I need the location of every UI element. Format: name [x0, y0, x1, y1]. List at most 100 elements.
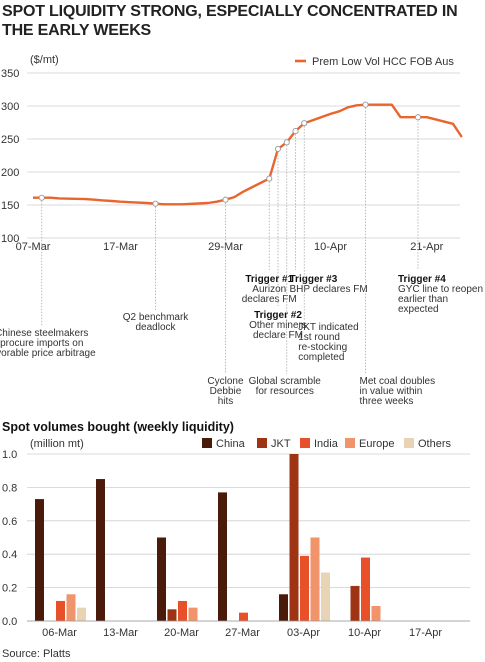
annotation-text: Cyclone	[207, 376, 244, 387]
bar	[321, 572, 330, 621]
bar	[56, 600, 65, 621]
x-tick-label: 21-Apr	[410, 241, 443, 253]
bar	[279, 594, 288, 621]
bar-y-tick-label: 1.0	[2, 449, 17, 461]
bar-chart-title: Spot volumes bought (weekly liquidity)	[2, 420, 234, 434]
annotation-text: declare FM	[253, 330, 303, 341]
x-tick-label: 17-Mar	[103, 241, 138, 253]
bar	[178, 600, 187, 621]
bar-legend-swatch	[202, 438, 212, 448]
y-tick-label: 300	[1, 101, 19, 113]
bar	[310, 537, 320, 621]
y-tick-label: 100	[1, 233, 19, 245]
y-tick-label: 250	[1, 134, 19, 146]
annotation-text: completed	[298, 352, 344, 363]
x-tick-label: 29-Mar	[208, 241, 243, 253]
bar-x-tick-label: 03-Apr	[287, 627, 320, 639]
bar	[157, 537, 166, 621]
chart-title: SPOT LIQUIDITY STRONG, ESPECIALLY CONCEN…	[2, 3, 458, 39]
bar-y-tick-label: 0.0	[2, 616, 17, 628]
annotation-text: in value within	[360, 386, 423, 397]
bar-y-tick-label: 0.8	[2, 482, 17, 494]
annotation-trigger: Trigger #3	[290, 274, 338, 285]
bar-legend-swatch	[345, 438, 355, 448]
source-note: Source: Platts	[2, 648, 71, 660]
bar-x-tick-label: 10-Apr	[348, 627, 381, 639]
y-tick-label: 150	[1, 200, 19, 212]
bar	[96, 479, 105, 621]
bar-legend-label: JKT	[271, 438, 291, 450]
bar-x-tick-label: 20-Mar	[164, 627, 199, 639]
bar-x-tick-label: 13-Mar	[103, 627, 138, 639]
bar-legend-swatch	[404, 438, 414, 448]
bar	[188, 607, 198, 621]
annotation-text: GYC line to reopen	[398, 284, 483, 295]
y-tick-label: 350	[1, 68, 19, 80]
bar-legend-label: China	[216, 438, 246, 450]
annotation-text: Q2 benchmark	[123, 312, 190, 323]
price-line	[33, 103, 463, 206]
annotation-text: procure imports on	[0, 338, 83, 349]
bar-legend-label: Europe	[359, 438, 394, 450]
bar	[300, 555, 309, 621]
annotation-trigger: Trigger #2	[254, 310, 302, 321]
bar-legend-label: India	[314, 438, 339, 450]
bar	[289, 454, 299, 621]
annotation-marker	[38, 194, 45, 201]
bar-y-tick-label: 0.6	[2, 516, 17, 528]
bar	[35, 499, 44, 621]
annotation-text: 1st round	[298, 332, 340, 343]
annotation-text: Chinese steelmakers	[0, 328, 88, 339]
bar-x-tick-label: 06-Mar	[42, 627, 77, 639]
annotation-text: Other miners	[249, 320, 307, 331]
bar-legend-label: Others	[418, 438, 452, 450]
annotation-text: JKT indicated	[298, 322, 358, 333]
annotation-marker	[152, 200, 159, 207]
annotation-marker	[222, 196, 229, 203]
annotation-text: Met coal doubles	[360, 376, 436, 387]
bar-legend-swatch	[257, 438, 267, 448]
bar	[167, 609, 177, 621]
annotation-text: favorable price arbitrage	[0, 348, 96, 359]
bar	[239, 612, 248, 621]
annotation-marker	[266, 175, 273, 182]
y-tick-label: 200	[1, 167, 19, 179]
bar	[218, 492, 227, 621]
bar	[66, 594, 76, 621]
bar	[361, 557, 370, 621]
annotation-marker	[292, 128, 299, 135]
annotation-text: hits	[218, 396, 234, 407]
y-axis-unit: ($/mt)	[30, 54, 59, 66]
annotation-text: earlier than	[398, 294, 448, 305]
bar-y-tick-label: 0.2	[2, 583, 17, 595]
annotation-text: three weeks	[360, 396, 414, 407]
annotation-marker	[274, 145, 282, 152]
x-tick-label: 10-Apr	[314, 241, 347, 253]
bar-x-tick-label: 27-Mar	[225, 627, 260, 639]
bar-x-tick-label: 17-Apr	[409, 627, 442, 639]
annotation-text: expected	[398, 304, 439, 315]
annotation-text: BHP declares FM	[290, 284, 368, 295]
bar	[77, 607, 86, 621]
legend-label-price: Prem Low Vol HCC FOB Aus	[312, 56, 454, 68]
annotation-marker	[414, 114, 422, 121]
annotation-text: for resources	[256, 386, 314, 397]
annotation-text: Global scramble	[249, 376, 322, 387]
annotation-trigger: Trigger #1	[245, 274, 293, 285]
bar-y-axis-unit: (million mt)	[30, 438, 84, 450]
annotation-text: re-stocking	[298, 342, 347, 353]
annotation-text: Debbie	[210, 386, 242, 397]
annotation-text: declares FM	[242, 294, 297, 305]
annotation-marker	[283, 139, 290, 146]
bar	[350, 585, 360, 621]
annotation-marker	[301, 120, 308, 127]
bar-y-tick-label: 0.4	[2, 549, 17, 561]
bar	[371, 605, 381, 621]
x-tick-label: 07-Mar	[16, 241, 51, 253]
annotation-trigger: Trigger #4	[398, 274, 446, 285]
bar-legend-swatch	[300, 438, 310, 448]
annotation-text: Aurizon	[252, 284, 286, 295]
annotation-marker	[362, 101, 369, 108]
annotation-text: deadlock	[135, 322, 176, 333]
